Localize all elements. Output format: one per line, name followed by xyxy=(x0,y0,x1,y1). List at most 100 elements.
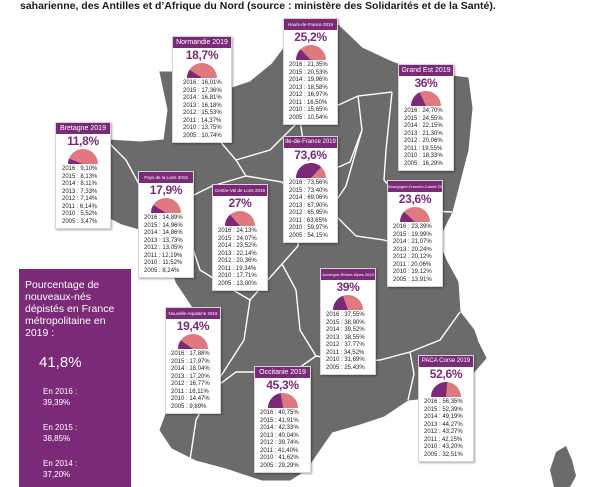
history-row: 2005 : 25,43% xyxy=(326,364,365,371)
history-row: 2011 : 12,19% xyxy=(144,252,183,259)
national-value: 41,8% xyxy=(39,354,82,371)
history-row: 2005 : 9,89% xyxy=(171,403,207,410)
history-list: 2016 : 37,55% 2015 : 38,90% 2014 : 39,52… xyxy=(321,311,375,374)
region-card-grand-est: Grand Est 2019 36% 2016 : 24,70% 2015 : … xyxy=(398,64,454,171)
history-row: 2014 : 19,96% xyxy=(289,77,328,83)
history-row: 2011 : 19,55% xyxy=(404,145,443,152)
history-row: 2015 : 17,36% xyxy=(183,87,222,94)
history-row: 2013 : 20,24% xyxy=(393,246,432,253)
history-row: 2010 : 43,20% xyxy=(424,444,463,450)
history-row: 2011 : 41,40% xyxy=(260,447,299,454)
history-row: 2015 : 38,90% xyxy=(326,319,365,326)
history-row: 2016 : 14,89% xyxy=(144,215,183,221)
region-title: Pays de la Loire 2019 xyxy=(139,172,193,183)
gauge-fill xyxy=(151,205,166,213)
history-row: 2014 : 69,06% xyxy=(289,195,328,201)
history-list: 2016 : 56,35% 2015 : 52,39% 2014 : 49,19… xyxy=(419,398,473,461)
history-row: 2005 : 29,29% xyxy=(260,462,299,469)
region-title: Auvergne-Rhône-Alpes 2019 xyxy=(321,269,375,280)
history-row: 2010 : 14,47% xyxy=(171,396,210,402)
gauge-fill xyxy=(400,211,415,222)
region-card-nouvelle-aquitaine: Nouvelle-Aquitaine 2019 19,4% 2016 : 17,… xyxy=(165,307,221,414)
gauge-fill xyxy=(411,92,426,106)
history-row: 2010 : 15,65% xyxy=(289,107,328,113)
history-list: 2016 : 9,10% 2015 : 8,13% 2014 : 8,11% 2… xyxy=(56,165,110,228)
history-row: 2015 : 8,13% xyxy=(62,173,98,180)
intro-text: saharienne, des Antilles et d’Afrique du… xyxy=(20,0,496,12)
history-row: 2005 : 16,29% xyxy=(404,160,443,167)
gauge-background xyxy=(68,149,98,164)
history-list: 2016 : 73,56% 2015 : 73,40% 2014 : 69,06… xyxy=(284,179,337,242)
region-card-hauts-de-france: Hauts-de-France 2019 25,2% 2016 : 21,35%… xyxy=(283,18,338,125)
region-percentage: 45,3% xyxy=(266,378,299,392)
history-row: 2016 : 56,35% xyxy=(424,399,463,405)
corsica-shape xyxy=(550,446,576,487)
history-row: 2012 : 43,27% xyxy=(424,429,463,435)
region-title: Ile-de-France 2019 xyxy=(284,137,337,148)
gauge-icon xyxy=(267,393,298,408)
history-row: 2013 : 44,27% xyxy=(424,421,463,428)
history-row: 2011 : 14,37% xyxy=(183,117,222,124)
history-row: 2013 : 40,04% xyxy=(260,432,299,439)
region-title: Centre-Val de Loire 2019 xyxy=(213,185,267,196)
region-card-paca-corse: PACA Corse 2019 52,6% 2016 : 56,35% 2015… xyxy=(418,355,474,462)
history-row: 2014 : 8,11% xyxy=(62,181,97,187)
gauge-fill xyxy=(295,49,311,60)
history-row: 2005 : 10,54% xyxy=(289,114,328,121)
history-list: 2016 : 17,88% 2015 : 17,97% 2014 : 18,04… xyxy=(166,350,220,413)
history-row: 2005 : 32,51% xyxy=(424,451,463,458)
history-row: 2016 : 24,13% xyxy=(218,228,257,234)
history-row: 2011 : 42,15% xyxy=(424,436,463,443)
history-row: 2013 : 16,18% xyxy=(183,102,222,109)
history-row: 2011 : 6,14% xyxy=(62,203,97,210)
history-row: 2013 : 18,58% xyxy=(289,84,328,91)
history-row: 2015 : 14,96% xyxy=(144,222,183,229)
history-row: 2015 : 17,97% xyxy=(171,358,210,365)
gauge-fill xyxy=(333,295,348,310)
history-row: 2013 : 7,33% xyxy=(62,188,98,195)
history-row: 2013 : 17,20% xyxy=(171,373,210,380)
history-list: 2016 : 16,01% 2015 : 17,36% 2014 : 16,81… xyxy=(173,79,231,142)
region-card-pays-de-la-loire: Pays de la Loire 2019 17,9% 2016 : 14,89… xyxy=(138,171,194,278)
history-row: 2010 : 18,33% xyxy=(404,153,443,159)
history-row: 2013 : 38,55% xyxy=(326,334,365,341)
history-row: 2012 : 20,36% xyxy=(218,258,257,264)
region-card-bretagne: Bretagne 2019 11,8% 2016 : 9,10% 2015 : … xyxy=(55,122,111,229)
history-row: 2014 : 16,81% xyxy=(183,95,222,101)
region-card-occitanie: Occitanie 2019 45,3% 2016 : 40,75% 2015 … xyxy=(254,366,311,473)
history-row: 2011 : 16,50% xyxy=(289,99,328,106)
history-row: 2012 : 15,53% xyxy=(183,110,222,116)
history-row: 2013 : 13,73% xyxy=(144,237,183,244)
gauge-icon xyxy=(225,211,255,226)
region-percentage: 18,7% xyxy=(185,48,219,62)
region-percentage: 17,9% xyxy=(149,183,183,197)
region-title: PACA Corse 2019 xyxy=(419,356,473,367)
region-percentage: 52,6% xyxy=(429,367,463,381)
history-row: 2010 : 5,52% xyxy=(62,211,98,217)
gauge-icon xyxy=(400,207,430,222)
gauge-icon xyxy=(187,63,217,78)
region-percentage: 11,8% xyxy=(67,134,99,148)
history-row: 2012 : 16,97% xyxy=(289,92,328,98)
history-row: 2014 : 23,52% xyxy=(218,243,257,249)
history-row: 2012 : 65,95% xyxy=(289,210,328,216)
history-row: 2016 : 73,56% xyxy=(289,180,328,186)
history-row: 2005 : 13,00% xyxy=(218,280,257,287)
gauge-icon xyxy=(411,91,441,106)
history-row: 2016 : 16,01% xyxy=(183,80,222,86)
history-list: 2016 : 14,89% 2015 : 14,96% 2014 : 14,86… xyxy=(139,214,193,277)
region-percentage: 23,6% xyxy=(398,192,432,206)
history-row: 2010 : 11,52% xyxy=(144,260,183,266)
previous-year-label: En 2015 : xyxy=(43,423,78,432)
history-row: 2005 : 10,74% xyxy=(183,132,222,139)
national-label: Pourcentage de nouveaux-nés dépistés en … xyxy=(25,279,115,339)
region-title: Occitanie 2019 xyxy=(255,367,310,378)
gauge-fill xyxy=(267,393,283,408)
previous-year-value: 38,85% xyxy=(43,434,71,443)
history-row: 2016 : 21,35% xyxy=(289,62,328,68)
history-row: 2012 : 20,12% xyxy=(393,254,432,260)
history-row: 2014 : 14,86% xyxy=(144,230,183,236)
history-row: 2012 : 7,14% xyxy=(62,196,98,202)
history-list: 2016 : 24,13% 2015 : 24,07% 2014 : 23,52… xyxy=(213,227,267,290)
history-row: 2011 : 20,06% xyxy=(393,261,432,268)
